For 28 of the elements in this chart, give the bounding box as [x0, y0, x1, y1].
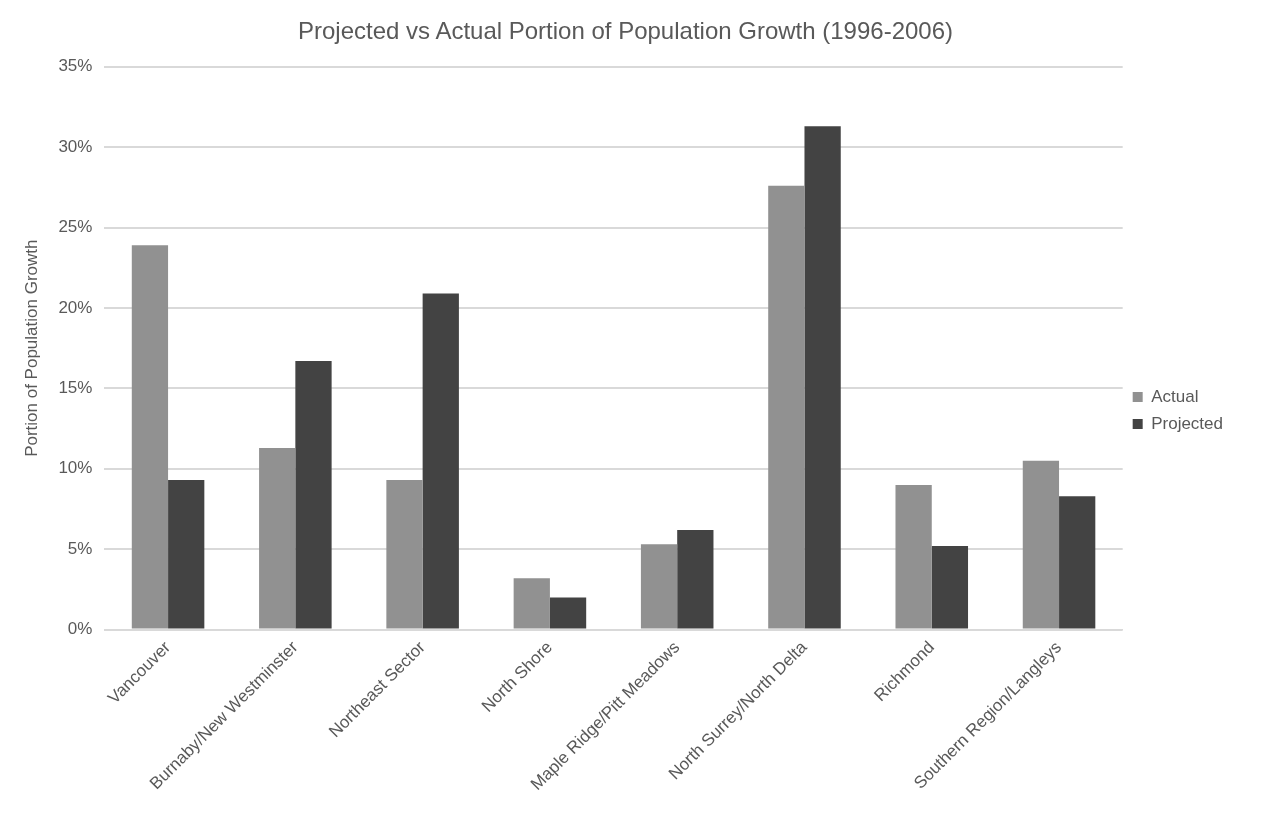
bar — [513, 578, 550, 629]
bar — [131, 245, 169, 629]
bar — [804, 126, 841, 629]
bar — [1059, 496, 1096, 629]
y-tick-label: 20% — [58, 297, 93, 317]
bar — [895, 484, 932, 629]
bar — [168, 480, 205, 629]
bar — [931, 545, 969, 629]
y-tick-label: 35% — [58, 56, 93, 76]
y-tick-label: 5% — [67, 538, 93, 558]
y-tick-label: 25% — [58, 217, 93, 237]
y-tick-label: 15% — [58, 378, 93, 398]
y-tick-label: 30% — [58, 136, 93, 156]
bar — [295, 361, 332, 629]
y-tick-label: 10% — [58, 458, 93, 478]
chart-title: Projected vs Actual Portion of Population Growth (1996-2006) — [297, 17, 954, 45]
bar — [259, 447, 296, 629]
bar — [422, 293, 459, 629]
bar — [386, 480, 423, 629]
y-axis-title: Portion of Population Growth — [21, 239, 41, 457]
legend-label: Projected — [1151, 413, 1224, 433]
bar — [549, 597, 587, 629]
y-tick-label: 0% — [67, 619, 93, 639]
bar — [677, 529, 714, 629]
bar — [640, 544, 678, 629]
legend-label: Actual — [1151, 386, 1199, 406]
bar — [1022, 460, 1060, 629]
bar — [768, 185, 805, 629]
